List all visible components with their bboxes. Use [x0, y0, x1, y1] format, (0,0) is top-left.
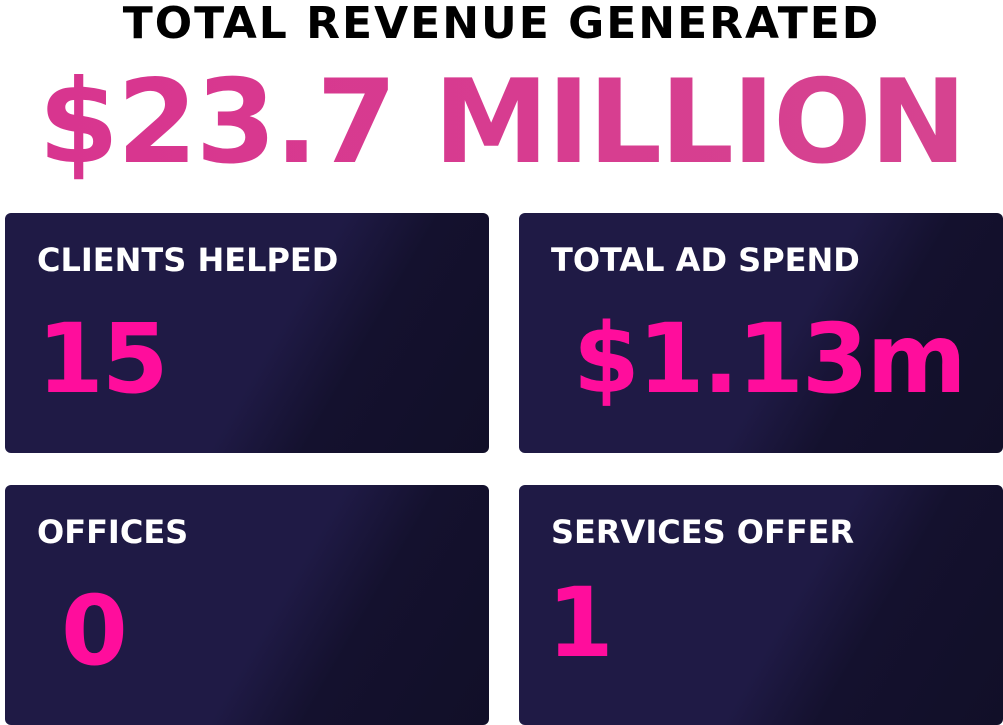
- stat-value: 1: [547, 567, 614, 679]
- stat-value: $1.13m: [573, 303, 967, 415]
- stat-label: OFFICES: [37, 513, 189, 551]
- stat-label: CLIENTS HELPED: [37, 241, 339, 279]
- stat-card: CLIENTS HELPED 15: [5, 213, 489, 453]
- stat-card: OFFICES 0: [5, 485, 489, 725]
- title: TOTAL REVENUE GENERATED: [122, 0, 881, 49]
- stat-card: SERVICES OFFER 1: [519, 485, 1003, 725]
- stat-value: 0: [61, 575, 128, 687]
- stat-label: SERVICES OFFER: [551, 513, 855, 551]
- headline: $23.7 MILLION: [0, 58, 1003, 188]
- stat-label: TOTAL AD SPEND: [551, 241, 860, 279]
- stat-value: 15: [37, 303, 169, 415]
- stat-card: TOTAL AD SPEND $1.13m: [519, 213, 1003, 453]
